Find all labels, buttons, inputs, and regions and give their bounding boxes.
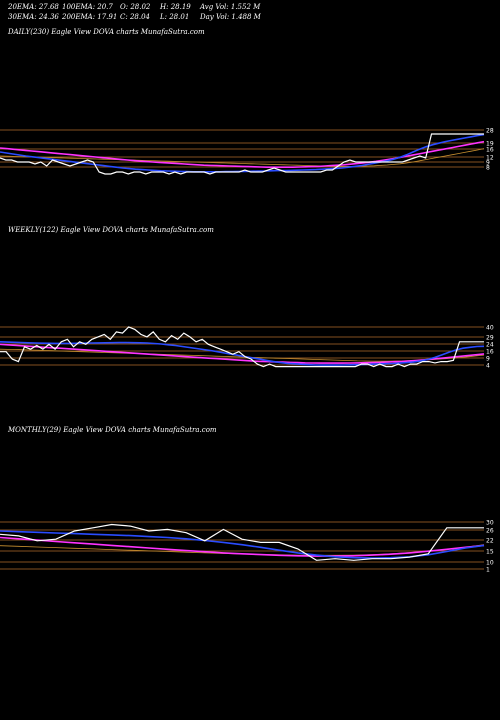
avg-vol-stat: Avg Vol: 1.552 M [200,3,261,11]
close-stat: C: 28.04 [120,13,150,21]
daily-tick-label: 16 [486,147,494,154]
weekly-ema-line-2 [0,343,485,364]
monthly-ema-line-2 [0,536,485,557]
monthly-tick-label: 10 [486,560,494,567]
weekly-tick-label: 16 [486,349,494,356]
monthly-tick-label: 22 [486,538,494,545]
weekly-ema-line-1 [0,341,485,366]
daily-tick-label: 9 [486,160,490,167]
day-vol-stat: Day Vol: 1.488 M [200,13,261,21]
open-stat: O: 28.02 [120,3,151,11]
weekly-tick-label: 9 [486,356,490,363]
ema30-stat: 30EMA: 24.36 [8,13,59,21]
monthly-tick-label: 30 [486,520,494,527]
monthly-price-line [0,523,484,561]
ema100-stat: 100EMA: 20.7 [62,3,113,11]
monthly-tick-label: 15 [486,549,494,556]
daily-tick-label: 8 [486,165,490,172]
weekly-tick-label: 40 [486,325,494,332]
daily-tick-label: 28 [486,128,494,135]
ema200-stat: 200EMA: 17.91 [62,13,118,21]
weekly-panel-title: WEEKLY(122) Eagle View DOVA charts Munaf… [8,226,214,234]
monthly-panel-title: MONTHLY(29) Eagle View DOVA charts Munaf… [8,426,217,434]
weekly-tick-label: 24 [486,342,494,349]
ema20-stat: 20EMA: 27.68 [8,3,59,11]
weekly-tick-label: 29 [486,335,494,342]
daily-panel-title: DAILY(230) Eagle View DOVA charts Munafa… [8,28,205,36]
low-stat: L: 28.01 [160,13,190,21]
monthly-tick-label: 1 [486,567,490,574]
high-stat: H: 28.19 [160,3,191,11]
monthly-tick-label: 26 [486,528,494,535]
weekly-tick-label: 4 [486,363,490,370]
daily-price-line [0,133,484,175]
daily-tick-label: 12 [486,155,494,162]
weekly-price-line [0,326,484,368]
daily-tick-label: 19 [486,141,494,148]
daily-ema-line-3 [0,148,485,167]
